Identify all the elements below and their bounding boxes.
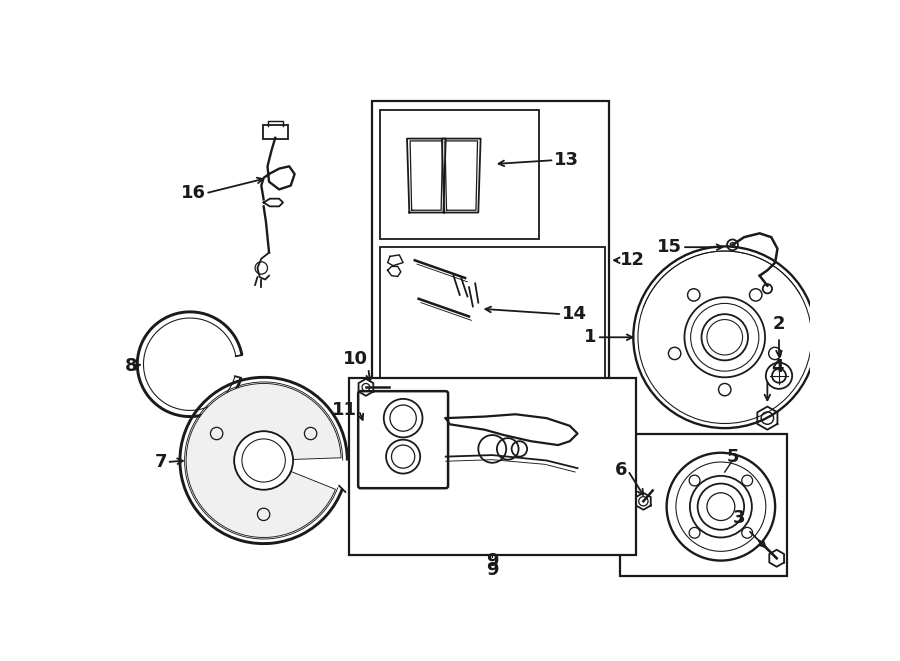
Text: 12: 12 bbox=[620, 251, 645, 269]
Text: 14: 14 bbox=[562, 305, 587, 323]
FancyBboxPatch shape bbox=[380, 110, 539, 239]
Text: 3: 3 bbox=[734, 510, 746, 527]
FancyBboxPatch shape bbox=[263, 125, 288, 139]
Text: 8: 8 bbox=[125, 357, 138, 375]
FancyBboxPatch shape bbox=[349, 378, 635, 555]
Text: 1: 1 bbox=[584, 329, 597, 346]
FancyBboxPatch shape bbox=[620, 434, 787, 576]
Text: 15: 15 bbox=[657, 238, 682, 256]
FancyBboxPatch shape bbox=[380, 247, 605, 387]
Wedge shape bbox=[186, 383, 341, 537]
FancyBboxPatch shape bbox=[372, 101, 608, 397]
Text: 4: 4 bbox=[771, 358, 784, 375]
Text: 7: 7 bbox=[154, 453, 166, 471]
Text: 11: 11 bbox=[331, 401, 356, 420]
Text: 2: 2 bbox=[773, 315, 785, 333]
Text: 6: 6 bbox=[616, 461, 628, 479]
Text: 16: 16 bbox=[181, 184, 205, 202]
Text: 10: 10 bbox=[343, 350, 368, 368]
Text: 9: 9 bbox=[486, 561, 499, 579]
Text: 5: 5 bbox=[726, 447, 739, 465]
Text: 13: 13 bbox=[554, 151, 580, 169]
Text: 9: 9 bbox=[486, 551, 499, 570]
FancyBboxPatch shape bbox=[358, 391, 448, 488]
